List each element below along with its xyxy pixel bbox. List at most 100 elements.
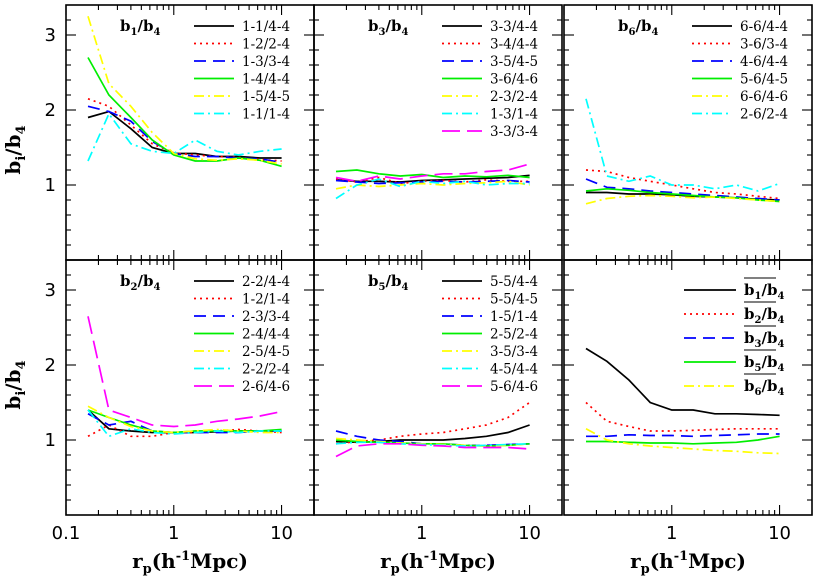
legend-label: 5-5/4-4 xyxy=(490,274,538,290)
legend-label: 2-4/4-4 xyxy=(242,327,290,343)
legend-label: 3-3/4-4 xyxy=(490,19,538,35)
x-tick-label: 0.1 xyxy=(52,523,81,544)
panel-title: b1/b4 xyxy=(120,17,160,38)
series-line-2-6/2-4 xyxy=(585,98,780,192)
legend-label: 1-2/2-4 xyxy=(242,37,290,53)
panel-frame xyxy=(313,259,563,516)
panel-1: 1 2 3 b1/b4 1-1/4-4 1-2/2-41-3/3-4 1-4/4-41-5/… xyxy=(45,4,315,261)
legend-label: 5-6/4-5 xyxy=(740,72,788,88)
y-tick-label: 3 xyxy=(45,280,56,301)
y-tick-label: 1 xyxy=(45,430,56,451)
legend-label: 2-3/2-4 xyxy=(490,89,538,105)
series-line-b6/b4 xyxy=(585,428,780,455)
panel-title: b6/b4 xyxy=(618,17,658,38)
series-group xyxy=(585,347,780,455)
legend-label: b5/b4 xyxy=(744,353,784,374)
legend-label: 1-4/4-4 xyxy=(242,72,290,88)
series-line-1-3/1-4 xyxy=(335,178,530,200)
panel-5: 1 10 b5/b4 5-5/4-4 5-5/4-51-5/1-4 2-5/2-43-5/… xyxy=(313,259,563,544)
y-tick-label: 1 xyxy=(45,175,56,196)
y-tick-label: 3 xyxy=(45,25,56,46)
series-line-4-5/4-4 xyxy=(335,441,530,447)
series-line-6-6/4-6 xyxy=(585,194,780,205)
series-line-1-1/4-4 xyxy=(87,110,282,159)
series-line-3-3/3-4 xyxy=(335,163,530,183)
legend: 1-1/4-4 1-2/2-41-3/3-4 1-4/4-41-5/4-5 1-1/1… xyxy=(194,19,290,123)
legend-label: 6-6/4-6 xyxy=(740,89,788,105)
panel-4: 1 2 3 0.1 1 10 b2/b4 2-2/4-4 1-2/1-42-3/3-4 2-4/4… xyxy=(45,259,315,544)
legend-label: 2-3/3-4 xyxy=(242,309,290,325)
series-group xyxy=(335,163,530,200)
legend-label: 1-2/1-4 xyxy=(242,292,290,308)
legend: b1/b4 b2/b4 b3/b4 b5/b4 b6/b4 xyxy=(684,277,784,398)
series-line-4-6/4-4 xyxy=(585,178,780,201)
series-line-3-6/3-4 xyxy=(585,169,780,200)
legend-label: 2-2/2-4 xyxy=(242,362,290,378)
series-line-b3/b4 xyxy=(586,433,780,438)
series-line-2-3/2-4 xyxy=(335,180,530,190)
series-group xyxy=(87,316,282,438)
legend-label: 4-6/4-4 xyxy=(740,54,788,70)
legend-label: 2-5/4-5 xyxy=(242,344,290,360)
x-tick-label: 10 xyxy=(518,523,541,544)
x-tick-label: 10 xyxy=(270,523,293,544)
legend-label: b6/b4 xyxy=(744,377,784,398)
legend-label: 1-3/3-4 xyxy=(242,54,290,70)
legend-label: 2-5/2-4 xyxy=(490,327,538,343)
series-line-b5/b4 xyxy=(586,435,780,445)
legend-label: 1-1/4-4 xyxy=(242,19,290,35)
x-axis-label: rp(h-1Mpc) xyxy=(630,549,746,577)
panel-title: b2/b4 xyxy=(120,272,160,293)
legend-label: 3-5/3-4 xyxy=(490,344,538,360)
series-line-1-2/2-4 xyxy=(87,97,282,162)
legend-label: 4-5/4-4 xyxy=(490,362,538,378)
y-tick-label: 2 xyxy=(45,355,56,376)
legend-label: b3/b4 xyxy=(744,329,784,350)
y-tick-label: 2 xyxy=(45,100,56,121)
legend-label: 3-6/3-4 xyxy=(740,37,788,53)
legend: 6-6/4-4 3-6/3-44-6/4-4 5-6/4-56-6/4-6 2-6/2… xyxy=(692,19,788,123)
x-axis-label: rp(h-1Mpc) xyxy=(132,549,248,577)
x-axis-label: rp(h-1Mpc) xyxy=(380,549,496,577)
x-tick-label: 1 xyxy=(666,523,677,544)
series-line-2-6/4-6 xyxy=(87,316,282,428)
y-axis-label-bottom: bi/b4 xyxy=(1,360,29,409)
legend-label: 5-5/4-5 xyxy=(490,292,538,308)
series-line-3-6/4-6 xyxy=(335,169,530,179)
x-tick-label: 10 xyxy=(768,523,791,544)
panels: 1 2 3 b1/b4 1-1/4-4 1-2/2-41-3/3-4 1-4/4-41-5/… xyxy=(45,4,813,544)
legend-label: b1/b4 xyxy=(744,281,784,302)
legend-label: 5-6/4-6 xyxy=(490,379,538,395)
series-line-5-6/4-6 xyxy=(335,442,530,458)
legend-label: 3-5/4-5 xyxy=(490,54,538,70)
panel-ticks xyxy=(563,5,813,260)
series-line-1-5/4-5 xyxy=(87,16,282,165)
panel-title: b5/b4 xyxy=(368,272,408,293)
legend: 5-5/4-4 5-5/4-51-5/1-4 2-5/2-43-5/3-4 4-5/4… xyxy=(442,274,538,395)
series-group xyxy=(87,16,282,168)
series-line-5-5/4-5 xyxy=(335,401,531,445)
legend-label: 2-2/4-4 xyxy=(242,274,290,290)
series-line-b1/b4 xyxy=(585,347,780,417)
legend-label: 1-1/1-4 xyxy=(242,107,290,123)
panel-2: b3/b4 3-3/4-4 3-4/4-43-5/4-5 3-6/4-62-3/2-4… xyxy=(313,4,563,261)
series-group xyxy=(585,98,780,205)
legend-label: 1-3/1-4 xyxy=(490,107,538,123)
series-line-b2/b4 xyxy=(585,401,780,432)
series-line-1-1/1-4 xyxy=(87,112,282,162)
legend-label: 2-6/2-4 xyxy=(740,107,788,123)
x-axis-labels: rp(h-1Mpc) rp(h-1Mpc) rp(h-1Mpc) xyxy=(132,549,746,577)
panel-6: 1 10 b1/b4 b2/b4 b3/b4 b5/b4 b6/b4 xyxy=(563,259,813,544)
series-group xyxy=(335,401,531,458)
x-tick-label: 1 xyxy=(416,523,427,544)
legend-label: 6-6/4-4 xyxy=(740,19,788,35)
panel-3: b6/b4 6-6/4-4 3-6/3-44-6/4-4 5-6/4-56-6/4-6… xyxy=(563,4,813,261)
legend-label: 3-3/3-4 xyxy=(490,124,538,140)
series-line-3-3/4-4 xyxy=(335,174,530,183)
legend-label: b2/b4 xyxy=(744,305,784,326)
legend: 2-2/4-4 1-2/1-42-3/3-4 2-4/4-42-5/4-5 2-2/2… xyxy=(194,274,290,395)
legend-label: 2-6/4-6 xyxy=(242,379,290,395)
legend-label: 1-5/4-5 xyxy=(242,89,290,105)
panel-frame xyxy=(563,259,813,516)
